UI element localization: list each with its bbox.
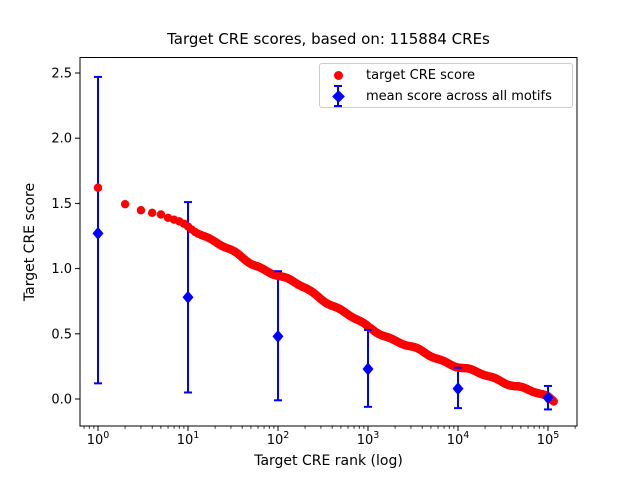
axes-frame (79, 57, 578, 427)
red-scatter-series (93, 183, 558, 406)
y-tick-label: 0.0 (51, 393, 72, 408)
x-tick-label: 101 (177, 430, 200, 448)
target-score-point (93, 183, 103, 192)
mean-score-diamond (182, 290, 194, 304)
target-score-point (120, 199, 130, 209)
y-tick-label: 1.0 (51, 262, 72, 277)
target-score-point (156, 210, 166, 219)
mean-score-diamond (272, 329, 284, 343)
mean-score-diamond (92, 226, 104, 240)
tick-labels: 100 101 102 103 104 105 0.0 0.5 1.0 1.5 2.0 2.5 (51, 67, 559, 449)
chart-title: Target CRE scores, based on: 115884 CREs (167, 30, 490, 48)
mean-errorbar-caps (94, 75, 552, 411)
x-tick-label: 104 (447, 430, 470, 448)
y-tick-label: 2.0 (51, 132, 72, 147)
y-axis-label: Target CRE score (22, 182, 38, 302)
target-score-point (136, 206, 146, 215)
y-tick-label: 0.5 (51, 327, 72, 342)
mean-score-diamond (452, 382, 464, 396)
legend-entry-mean: mean score across all motifs (320, 85, 572, 107)
x-tick-label: 103 (357, 430, 380, 448)
legend-label-mean: mean score across all motifs (366, 88, 552, 104)
target-score-point (147, 208, 157, 218)
x-axis-label: Target CRE rank (log) (254, 453, 403, 469)
mean-score-diamond (362, 362, 374, 376)
legend-blue-diamond-errorbar-icon (320, 85, 356, 107)
mean-score-diamond (542, 391, 554, 405)
mean-errorbar-lines (97, 76, 549, 410)
x-tick-label: 100 (87, 430, 110, 448)
legend-label-target: target CRE score (366, 67, 476, 83)
mean-diamond-markers (92, 226, 554, 405)
y-tick-label: 1.5 (51, 197, 72, 212)
x-tick-label: 105 (537, 430, 560, 448)
legend: target CRE score mean score across all m… (319, 63, 573, 108)
legend-red-dot-icon (320, 70, 356, 80)
legend-entry-target: target CRE score (320, 65, 572, 86)
y-tick-label: 2.5 (51, 67, 72, 82)
x-tick-label: 102 (267, 430, 290, 448)
